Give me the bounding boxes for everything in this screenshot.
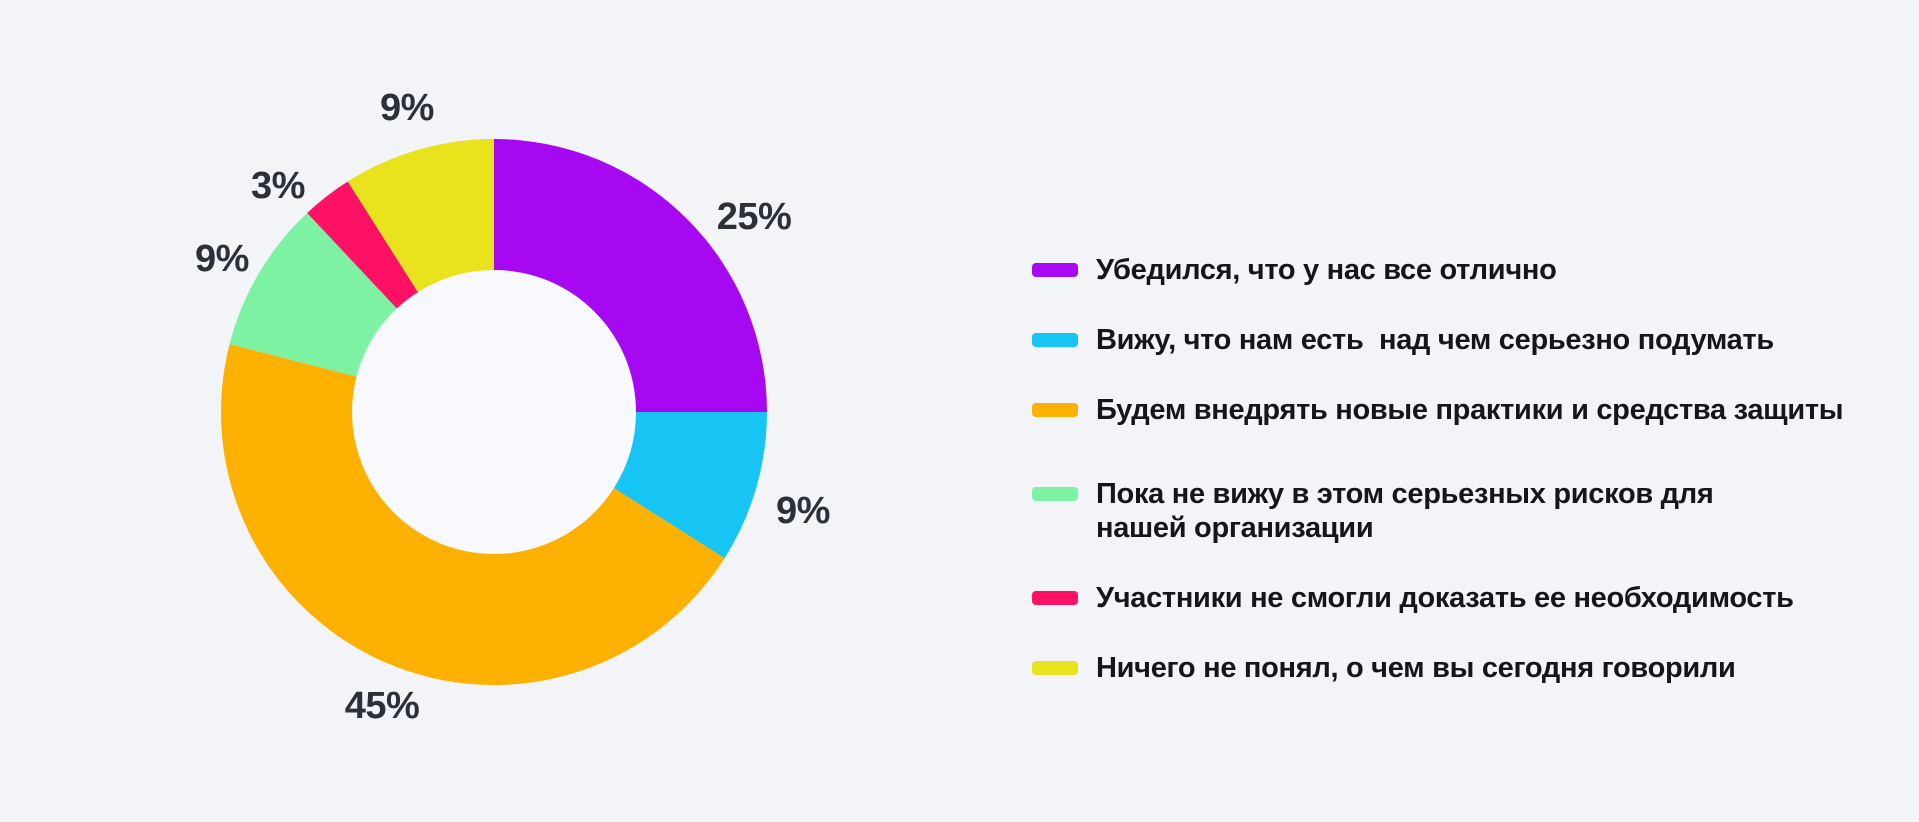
legend-item-3: Будем внедрять новые практики и средства… (1032, 393, 1872, 427)
legend-label-1: Убедился, что у нас все отлично (1096, 254, 1557, 286)
legend-label-6: Ничего не понял, о чем вы сегодня говори… (1096, 652, 1736, 684)
legend-swatch-4 (1032, 487, 1078, 501)
legend-item-2: Вижу, что нам есть над чем серьезно поду… (1032, 323, 1872, 357)
pie-slice-6 (347, 139, 494, 293)
legend-swatch-5 (1032, 591, 1078, 605)
legend-label-4: Пока не вижу в этом серьезных рисков для… (1096, 478, 1714, 544)
legend-swatch-6 (1032, 661, 1078, 675)
pie-slice-5 (307, 181, 418, 309)
donut-hole (352, 270, 636, 554)
percent-label-4: 9% (195, 238, 249, 280)
legend-swatch-3 (1032, 403, 1078, 417)
percent-label-5: 3% (251, 165, 305, 207)
legend-item-4: Пока не вижу в этом серьезных рисков для… (1032, 477, 1872, 545)
legend-label-3: Будем внедрять новые практики и средства… (1096, 394, 1844, 426)
pie-slice-2 (613, 412, 767, 559)
percent-label-3: 45% (345, 685, 420, 727)
legend-label-2: Вижу, что нам есть над чем серьезно поду… (1096, 324, 1774, 356)
percent-label-6: 9% (380, 87, 434, 129)
legend-item-5: Участники не смогли доказать ее необходи… (1032, 581, 1872, 615)
percent-label-1: 25% (717, 196, 792, 238)
percent-label-2: 9% (776, 490, 830, 532)
pie-slice-3 (221, 344, 725, 685)
legend-swatch-2 (1032, 333, 1078, 347)
pie-slice-4 (229, 212, 397, 377)
legend-label-5: Участники не смогли доказать ее необходи… (1096, 582, 1794, 614)
legend-item-6: Ничего не понял, о чем вы сегодня говори… (1032, 651, 1872, 685)
pie-slice-1 (494, 139, 767, 412)
legend-item-1: Убедился, что у нас все отлично (1032, 253, 1872, 287)
legend: Убедился, что у нас все отлично Вижу, что… (1032, 253, 1872, 685)
legend-swatch-1 (1032, 263, 1078, 277)
